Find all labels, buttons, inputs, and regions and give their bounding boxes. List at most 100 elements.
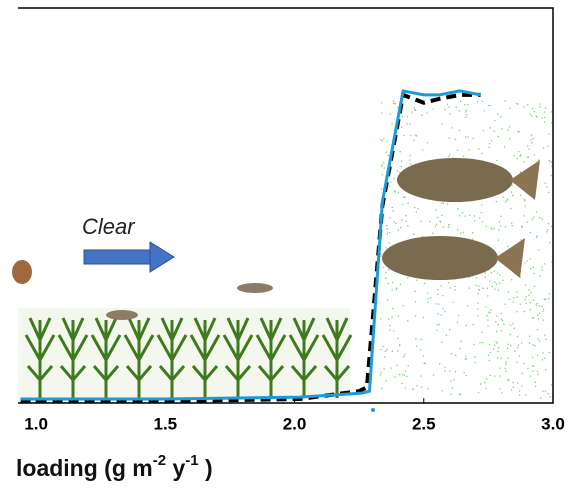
speck [494, 119, 496, 122]
speck [551, 165, 553, 167]
speck [549, 242, 551, 244]
speck [537, 373, 539, 375]
speck [531, 142, 533, 144]
speck [465, 111, 467, 113]
speck [391, 281, 394, 284]
speck [436, 313, 439, 315]
speck [438, 363, 441, 365]
speck [442, 295, 444, 297]
speck [441, 341, 443, 343]
speck [446, 203, 449, 205]
speck [398, 344, 401, 346]
speck [531, 107, 534, 110]
speck [532, 266, 534, 268]
plant [57, 317, 89, 398]
speck [519, 171, 522, 173]
speck [422, 355, 425, 357]
speck [406, 123, 408, 125]
speck [496, 342, 498, 344]
speck [383, 167, 385, 169]
speck [454, 371, 457, 373]
speck [543, 298, 546, 301]
speck [442, 202, 445, 204]
speck [530, 291, 532, 294]
speck [444, 310, 446, 313]
speck [410, 134, 412, 137]
speck [480, 383, 482, 385]
speck [442, 308, 444, 310]
speck [528, 342, 531, 344]
fish [12, 158, 540, 320]
speck [381, 165, 383, 167]
speck [488, 311, 490, 313]
x-axis-label: loading (g m-2 y-1 ) [16, 452, 213, 481]
speck [487, 104, 490, 107]
speck [539, 217, 541, 219]
speck [536, 302, 538, 305]
speck [537, 318, 540, 320]
speck [404, 353, 406, 356]
plant [90, 317, 122, 398]
speck [542, 147, 545, 149]
speck [486, 287, 488, 289]
speck [435, 223, 438, 226]
speck [441, 214, 443, 217]
speck [504, 225, 507, 228]
speck [510, 344, 512, 347]
speck [497, 324, 499, 326]
speck [386, 228, 389, 230]
speck [399, 171, 401, 173]
speck [458, 129, 461, 132]
speck [545, 338, 547, 340]
speck [542, 319, 544, 321]
speck [391, 350, 393, 352]
speck [380, 253, 382, 255]
speck [511, 279, 513, 281]
speck [477, 302, 479, 304]
speck [381, 164, 383, 166]
speck [483, 110, 485, 112]
series-line [20, 89, 481, 401]
speck [513, 155, 515, 157]
speck [447, 226, 450, 228]
speck [535, 115, 538, 118]
speck [535, 304, 537, 306]
speck [398, 373, 401, 376]
speck [447, 282, 450, 284]
speck [457, 208, 459, 210]
speck [544, 107, 547, 109]
speck [450, 352, 453, 355]
speck [539, 275, 541, 277]
speck [382, 266, 384, 269]
speck [478, 285, 480, 287]
speck [499, 282, 501, 284]
speck [468, 276, 470, 279]
speck [464, 104, 466, 106]
speck [429, 220, 431, 223]
speck [403, 134, 405, 137]
speck [489, 127, 491, 129]
speck [416, 279, 418, 281]
speck [449, 113, 451, 115]
speck [409, 159, 411, 161]
speck [435, 209, 437, 211]
speck [533, 285, 536, 288]
speck [395, 288, 398, 291]
speck [464, 215, 466, 217]
speck [523, 161, 525, 163]
speck [465, 358, 468, 360]
speck [426, 112, 428, 114]
speck [521, 385, 523, 387]
speck [389, 329, 391, 331]
speck [516, 102, 518, 105]
speck [404, 196, 406, 198]
speck [380, 374, 382, 376]
speck [396, 364, 398, 366]
speck [432, 232, 434, 235]
speck [551, 261, 553, 263]
speck [518, 390, 521, 392]
speck [466, 305, 469, 307]
speck [391, 206, 393, 209]
speck [499, 367, 501, 369]
speck [438, 303, 440, 305]
